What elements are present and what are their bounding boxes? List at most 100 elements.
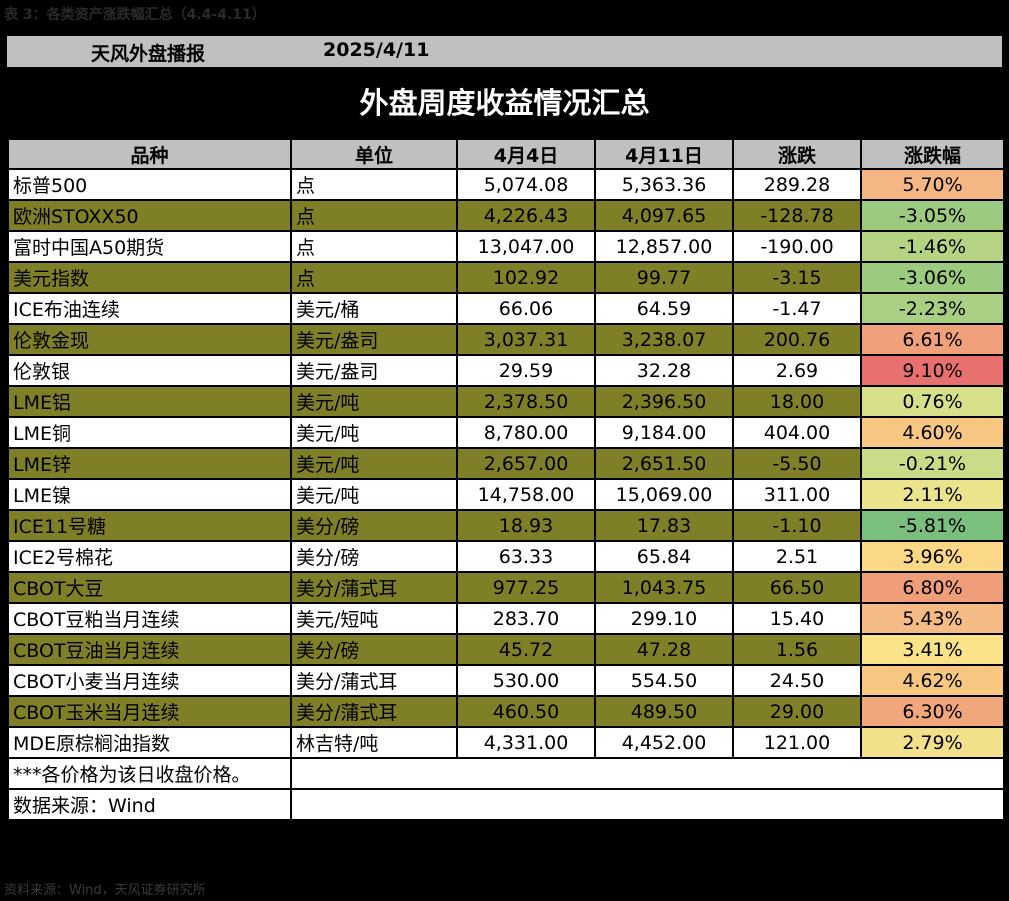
change-pct-cell: 6.80% [860,571,1005,604]
price-apr4-cell: 460.50 [456,695,596,728]
table-caption: 表 3：各类资产涨跌幅汇总（4.4-4.11） [4,7,266,23]
price-apr4-cell: 4,226.43 [456,199,596,232]
table-row: 标普500 点 5,074.08 5,363.36 289.28 5.70% [7,168,1005,201]
unit-cell: 美分/磅 [290,540,458,573]
asset-name-cell: CBOT豆油当月连续 [7,633,292,666]
change-pct-cell: -5.81% [860,509,1005,542]
asset-name-cell: LME锌 [7,447,292,480]
price-apr4-cell: 283.70 [456,602,596,635]
unit-cell: 美元/桶 [290,292,458,325]
change-pct-cell: 0.76% [860,385,1005,418]
asset-name-cell: CBOT玉米当月连续 [7,695,292,728]
change-cell: -190.00 [732,230,862,263]
asset-name-cell: CBOT大豆 [7,571,292,604]
source-note: 资料来源：Wind，天风证券研究所 [4,883,206,898]
price-apr11-cell: 65.84 [594,540,734,573]
header-bar: 天风外盘播报 2025/4/11 [7,36,1002,67]
change-cell: -3.15 [732,261,862,294]
asset-name-cell: MDE原棕榈油指数 [7,726,292,759]
unit-cell: 点 [290,168,458,201]
price-apr4-cell: 63.33 [456,540,596,573]
unit-cell: 美分/蒲式耳 [290,695,458,728]
price-apr4-cell: 530.00 [456,664,596,697]
price-apr4-cell: 977.25 [456,571,596,604]
table-row: LME铜 美元/吨 8,780.00 9,184.00 404.00 4.60% [7,416,1005,449]
change-cell: 311.00 [732,478,862,511]
change-pct-cell: 4.62% [860,664,1005,697]
table-header-row: 品种 单位 4月4日 4月11日 涨跌 涨跌幅 [7,138,1005,170]
change-pct-cell: 2.79% [860,726,1005,759]
price-apr4-cell: 13,047.00 [456,230,596,263]
asset-name-cell: 伦敦金现 [7,323,292,356]
unit-cell: 美元/盎司 [290,323,458,356]
asset-name-cell: LME镍 [7,478,292,511]
asset-name-cell: ICE11号糖 [7,509,292,542]
change-pct-cell: 4.60% [860,416,1005,449]
change-pct-cell: 9.10% [860,354,1005,387]
price-apr11-cell: 554.50 [594,664,734,697]
table-row: 伦敦金现 美元/盎司 3,037.31 3,238.07 200.76 6.61% [7,323,1005,356]
change-pct-cell: -1.46% [860,230,1005,263]
price-apr11-cell: 299.10 [594,602,734,635]
change-pct-cell: 3.41% [860,633,1005,666]
col-header-name: 品种 [7,138,292,170]
price-apr11-cell: 64.59 [594,292,734,325]
asset-name-cell: 伦敦银 [7,354,292,387]
unit-cell: 美元/短吨 [290,602,458,635]
price-apr11-cell: 1,043.75 [594,571,734,604]
price-apr11-cell: 17.83 [594,509,734,542]
table-row: ICE布油连续 美元/桶 66.06 64.59 -1.47 -2.23% [7,292,1005,325]
asset-name-cell: LME铝 [7,385,292,418]
table-row: LME铝 美元/吨 2,378.50 2,396.50 18.00 0.76% [7,385,1005,418]
change-cell: 404.00 [732,416,862,449]
report-date: 2025/4/11 [323,39,430,61]
change-cell: 289.28 [732,168,862,201]
price-apr4-cell: 2,378.50 [456,385,596,418]
table-row: 富时中国A50期货点 13,047.00 12,857.00 -190.00 -1.46… [7,230,1005,263]
price-apr11-cell: 4,097.65 [594,199,734,232]
change-cell: 15.40 [732,602,862,635]
table-row: CBOT大豆 美分/蒲式耳 977.25 1,043.75 66.50 6.80% [7,571,1005,604]
change-pct-cell: -3.06% [860,261,1005,294]
asset-name-cell: 欧洲STOXX50 [7,199,292,232]
price-apr11-cell: 12,857.00 [594,230,734,263]
unit-cell: 美分/蒲式耳 [290,571,458,604]
price-apr4-cell: 2,657.00 [456,447,596,480]
change-cell: 2.51 [732,540,862,573]
asset-name-cell: CBOT豆粕当月连续 [7,602,292,635]
unit-cell: 林吉特/吨 [290,726,458,759]
price-apr4-cell: 18.93 [456,509,596,542]
price-apr11-cell: 3,238.07 [594,323,734,356]
change-cell: 200.76 [732,323,862,356]
unit-cell: 点 [290,199,458,232]
col-header-curr: 4月11日 [594,138,734,170]
price-apr11-cell: 2,651.50 [594,447,734,480]
price-apr11-cell: 47.28 [594,633,734,666]
price-apr4-cell: 29.59 [456,354,596,387]
price-apr4-cell: 4,331.00 [456,726,596,759]
table-row: CBOT玉米当月连续 美分/蒲式耳 460.50 489.50 29.00 6.30% [7,695,1005,728]
unit-cell: 点 [290,261,458,294]
unit-cell: 美分/蒲式耳 [290,664,458,697]
change-cell: -1.10 [732,509,862,542]
note-text: ***各价格为该日收盘价格。 [7,757,292,790]
price-apr11-cell: 32.28 [594,354,734,387]
change-cell: 121.00 [732,726,862,759]
unit-cell: 美元/盎司 [290,354,458,387]
price-apr4-cell: 3,037.31 [456,323,596,356]
change-pct-cell: 2.11% [860,478,1005,511]
change-cell: -128.78 [732,199,862,232]
table-row: CBOT豆油当月连续 美分/磅 45.72 47.28 1.56 3.41% [7,633,1005,666]
table-row: ICE2号棉花 美分/磅 63.33 65.84 2.51 3.96% [7,540,1005,573]
change-pct-cell: -3.05% [860,199,1005,232]
price-apr4-cell: 5,074.08 [456,168,596,201]
change-cell: 1.56 [732,633,862,666]
table-row: LME锌 美元/吨 2,657.00 2,651.50 -5.50 -0.21% [7,447,1005,480]
note-row: 数据来源：Wind [7,788,1005,821]
price-apr11-cell: 489.50 [594,695,734,728]
table-row: CBOT豆粕当月连续 美元/短吨 283.70 299.10 15.40 5.43% [7,602,1005,635]
change-cell: -5.50 [732,447,862,480]
price-apr11-cell: 9,184.00 [594,416,734,449]
note-empty-cell [290,757,1005,790]
col-header-prev: 4月4日 [456,138,596,170]
